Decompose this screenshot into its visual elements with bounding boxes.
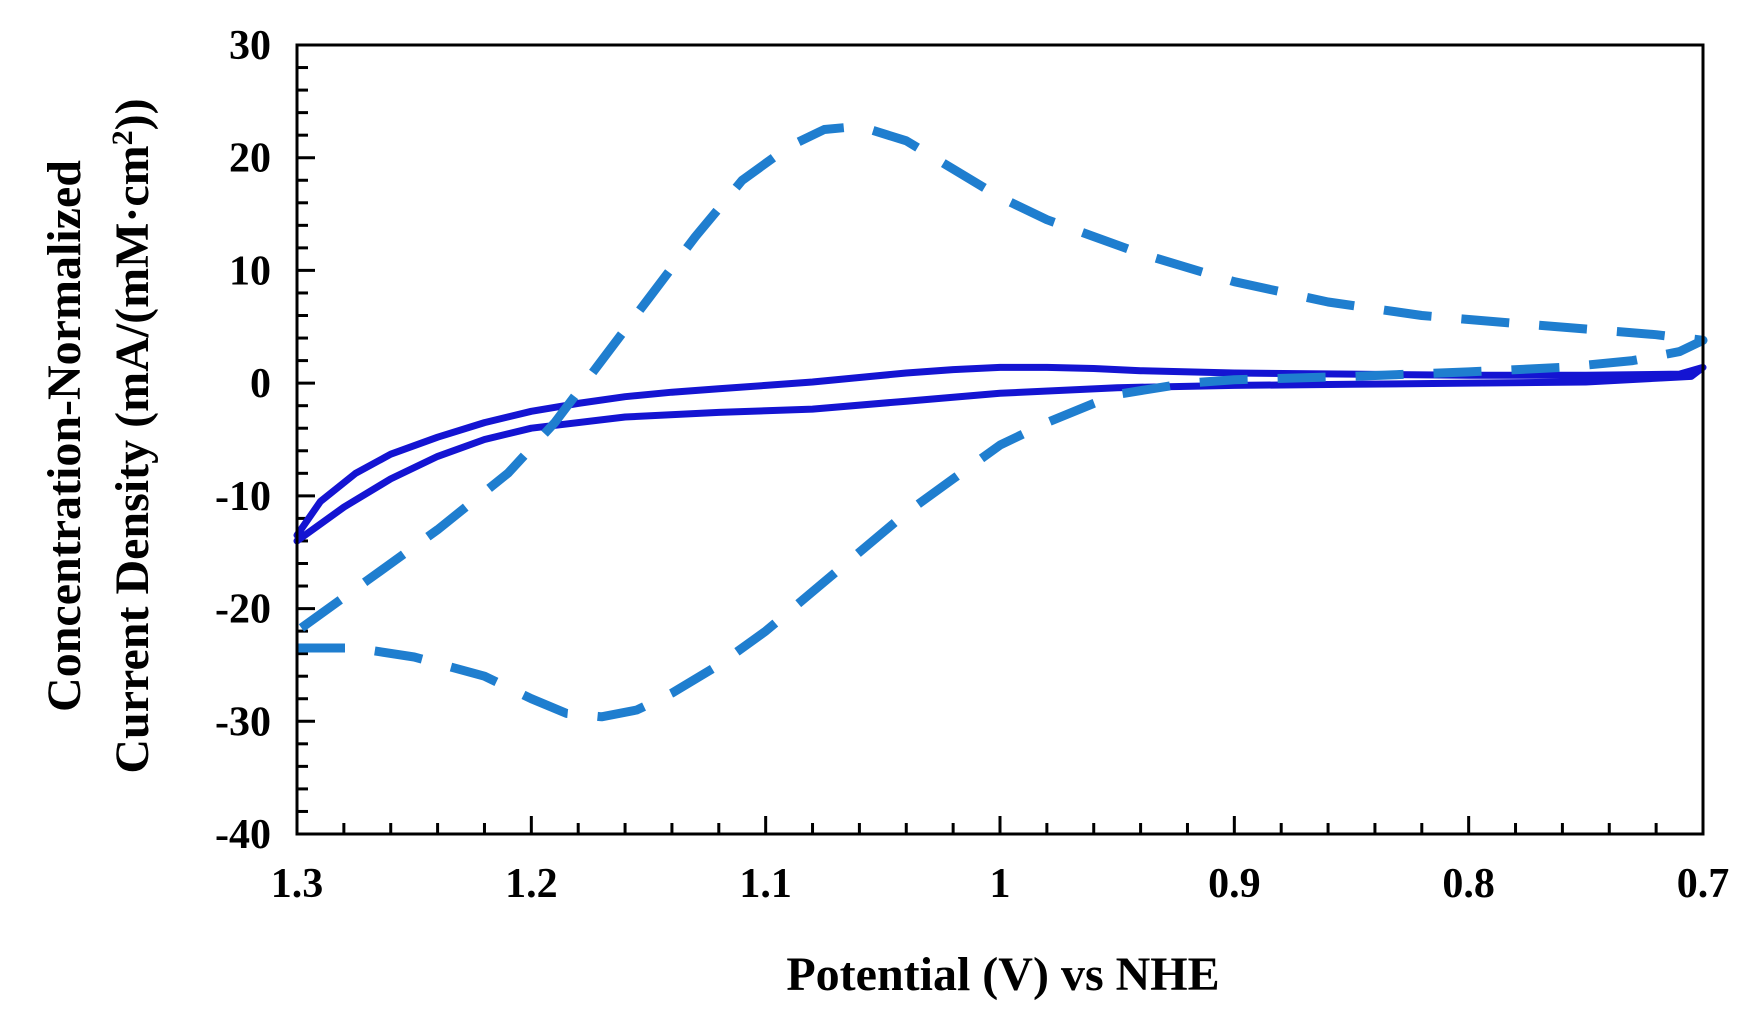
series-layer xyxy=(293,121,1708,722)
y-axis-title-line2-end: )) xyxy=(106,98,159,130)
x-axis-title: Potential (V) vs NHE xyxy=(786,948,1219,1001)
plot-area-border xyxy=(295,43,1705,836)
y-axis-title: Concentration-Normalized Current Density… xyxy=(38,98,159,773)
x-tick-label: 0.8 xyxy=(1442,861,1495,907)
plot-frame xyxy=(295,43,1705,836)
x-tick-label: 1.2 xyxy=(505,861,558,907)
x-tick-label: 0.9 xyxy=(1208,861,1261,907)
y-tick-label: -30 xyxy=(215,699,271,745)
x-tick-label: 1.1 xyxy=(739,861,792,907)
series-line-dashed xyxy=(294,121,1708,722)
series-line-solid xyxy=(293,363,1707,545)
y-axis-title-line2: Current Density (mA/(mM·cm2)) xyxy=(106,98,159,773)
x-tick-label: 0.7 xyxy=(1677,861,1730,907)
y-tick-label: -20 xyxy=(215,587,271,633)
y-axis-title-superscript: 2 xyxy=(106,130,139,145)
y-axis-title-line1: Concentration-Normalized xyxy=(38,160,91,712)
y-tick-label: -10 xyxy=(215,474,271,520)
y-tick-label: 20 xyxy=(229,136,271,182)
y-tick-label: -40 xyxy=(215,812,271,858)
y-tick-label: 10 xyxy=(229,248,271,294)
x-tick-label: 1.3 xyxy=(271,861,324,907)
x-tick-label: 1 xyxy=(990,861,1011,907)
y-axis-title-line2-main: Current Density (mA/(mM·cm xyxy=(106,145,159,773)
y-tick-label: 30 xyxy=(229,23,271,69)
y-tick-label: 0 xyxy=(250,361,271,407)
tick-labels: 30 20 10 0 -10 -20 -30 -401.3 1.2 1.1 1 0.9 0.8 0.7 xyxy=(215,23,1729,907)
